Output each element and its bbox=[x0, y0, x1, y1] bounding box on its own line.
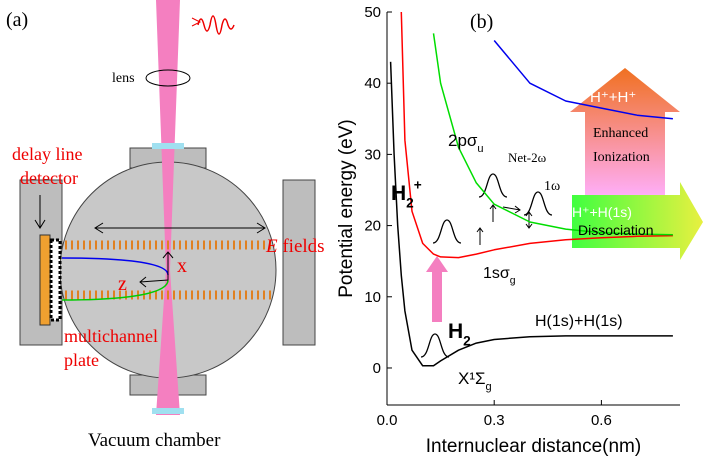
annotation-sub: g bbox=[510, 276, 516, 287]
window bbox=[152, 143, 184, 149]
ion-path bbox=[61, 257, 169, 276]
annotation-sub: u bbox=[477, 143, 483, 155]
annotation: H⁺+H⁺ bbox=[590, 89, 636, 106]
annotation-text: H⁺+H⁺ bbox=[590, 89, 636, 106]
excitation-arrow bbox=[426, 256, 448, 322]
caption: Vacuum chamber bbox=[88, 430, 221, 451]
annotation-text: Net-2ω bbox=[508, 150, 547, 165]
y-tick-label: 40 bbox=[364, 75, 381, 92]
annotation-text: Dissociation bbox=[578, 222, 653, 238]
fields-label: E fields bbox=[265, 236, 325, 257]
y-tick-label: 30 bbox=[364, 146, 381, 163]
annotation: Net-2ω bbox=[508, 150, 547, 165]
label: (a) bbox=[6, 9, 28, 31]
right-flange bbox=[282, 179, 316, 346]
curve bbox=[432, 33, 673, 236]
decor-b bbox=[420, 68, 703, 358]
annotation: X¹Σg bbox=[458, 369, 492, 393]
ionization-arrow bbox=[570, 68, 680, 200]
annotation-text: 2pσ bbox=[448, 131, 478, 150]
pointer bbox=[34, 195, 46, 229]
annotation-text: H(1s)+H(1s) bbox=[535, 313, 623, 330]
x-tick-label: 0.3 bbox=[484, 412, 505, 429]
y-tick-label: 10 bbox=[364, 289, 381, 306]
annotation-text: H bbox=[448, 320, 463, 343]
curve bbox=[493, 40, 673, 120]
z-label: z bbox=[118, 273, 127, 295]
laser-beam bbox=[156, 0, 180, 415]
annotation: Dissociation bbox=[578, 222, 653, 238]
ion-path bbox=[61, 279, 169, 301]
lens-label: lens bbox=[112, 71, 135, 86]
annotation-text: Ionization bbox=[593, 150, 650, 165]
detector-label: delay line bbox=[12, 144, 82, 164]
x-axis-label: Internuclear distance(nm) bbox=[426, 436, 641, 457]
annotation-sup: + bbox=[414, 178, 422, 193]
dissociation-arrow bbox=[572, 182, 703, 260]
panel-label: (b) bbox=[470, 11, 493, 33]
x-tick-label: 0.0 bbox=[377, 412, 398, 429]
detector-label: detector bbox=[20, 168, 78, 188]
annotation: Ionization bbox=[593, 150, 650, 165]
x-tick-label: 0.6 bbox=[591, 412, 612, 429]
annotation: 1sσg bbox=[483, 265, 516, 287]
annotation-sub: 2 bbox=[463, 333, 471, 348]
annotation-text: H bbox=[391, 182, 406, 205]
field-plates bbox=[65, 240, 272, 300]
field-arrow bbox=[94, 222, 266, 234]
mcp bbox=[49, 238, 62, 322]
x-label: x bbox=[177, 255, 187, 277]
pulse-arrow bbox=[191, 17, 202, 27]
delay-line bbox=[39, 234, 51, 326]
annotation: H⁺+H(1s) bbox=[572, 204, 632, 220]
annotation-text: X¹Σ bbox=[458, 369, 486, 388]
small-arrows bbox=[476, 204, 533, 245]
window bbox=[152, 408, 184, 414]
plate-label: plate bbox=[64, 350, 99, 370]
y-tick-label: 50 bbox=[364, 4, 381, 21]
panel-a: (a) lens delay line detector E fields x … bbox=[6, 0, 325, 451]
annotation-text: Enhanced bbox=[593, 126, 648, 141]
annotation: H2 bbox=[448, 320, 471, 348]
y-tick-label: 0 bbox=[373, 360, 381, 377]
plate-label: multichannel bbox=[64, 326, 158, 346]
annotation-text: 1ω bbox=[544, 179, 560, 194]
pulse bbox=[197, 15, 235, 35]
annotation-text: H⁺+H(1s) bbox=[572, 204, 632, 220]
fields-e: E bbox=[265, 236, 278, 257]
annotation: 1ω bbox=[544, 179, 560, 194]
annotation-sub: 2 bbox=[406, 195, 414, 210]
annotation: H2+ bbox=[391, 178, 422, 211]
annotation-sub: g bbox=[486, 381, 492, 393]
axes-arrows bbox=[139, 251, 174, 288]
curve bbox=[389, 61, 673, 367]
annotation: Enhanced bbox=[593, 126, 648, 141]
annotation: H(1s)+H(1s) bbox=[535, 313, 623, 330]
curve bbox=[400, 12, 673, 259]
annotation-text: 1sσ bbox=[483, 265, 510, 282]
lens bbox=[145, 69, 191, 87]
annotation: 2pσu bbox=[448, 131, 484, 155]
y-tick-label: 20 bbox=[364, 218, 381, 235]
fields-text: fields bbox=[278, 236, 325, 257]
y-axis-label: Potential energy (eV) bbox=[336, 119, 357, 298]
